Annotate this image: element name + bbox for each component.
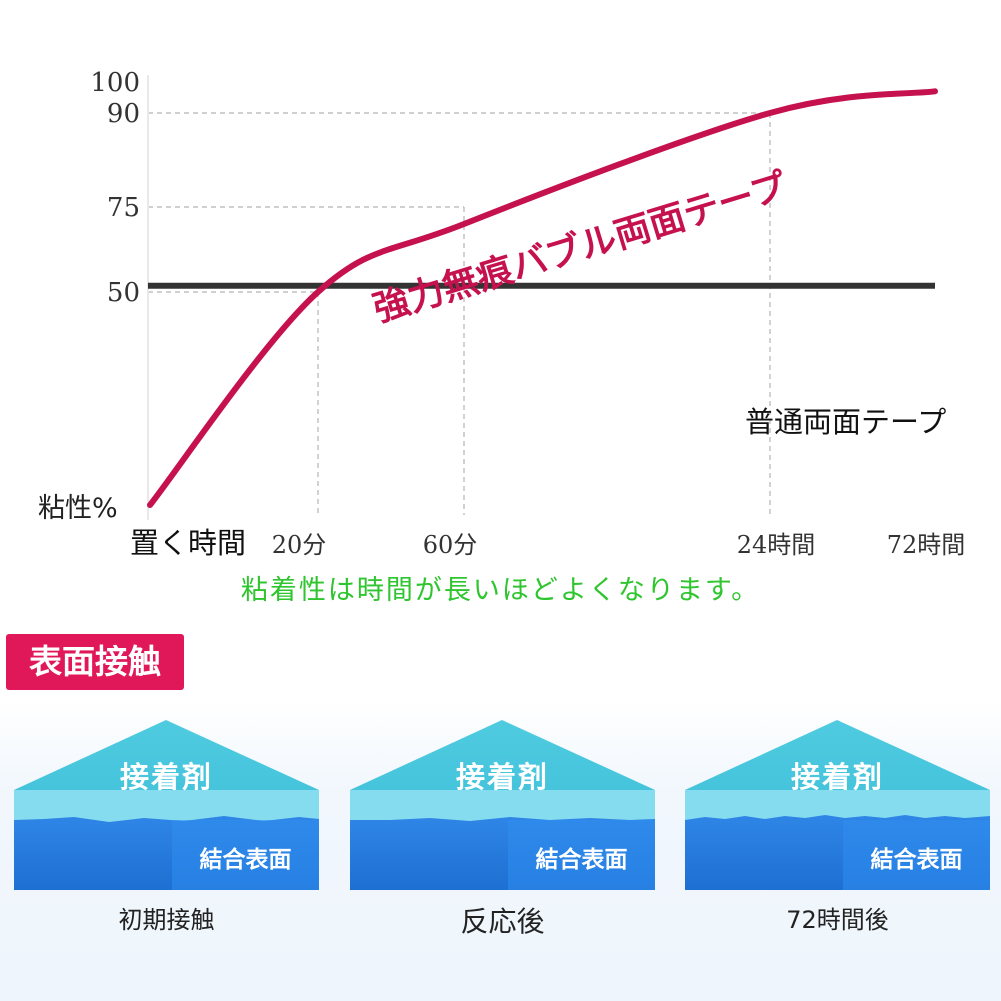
surface-label: 結合表面 xyxy=(870,847,963,873)
y-tick-label: 90 xyxy=(107,99,140,129)
adhesive-layer xyxy=(14,790,319,822)
block-shape xyxy=(14,720,319,890)
stage-caption: 反応後 xyxy=(460,905,545,938)
series-line-strong-tape xyxy=(147,88,938,508)
y-tick-label: 50 xyxy=(107,278,140,308)
surface-label: 結合表面 xyxy=(199,847,292,873)
contact-block: 接着剤結合表面 xyxy=(14,720,319,890)
contact-block: 接着剤結合表面 xyxy=(350,720,655,890)
series-label-normal-tape: 普通両面テープ xyxy=(745,405,946,439)
surface-side xyxy=(172,820,319,890)
y-tick-label: 100 xyxy=(90,68,140,98)
contact-block: 接着剤結合表面 xyxy=(685,720,990,890)
surface-side xyxy=(508,820,655,890)
adhesive-top xyxy=(14,720,319,790)
y-tick-label: 75 xyxy=(107,193,140,223)
x-tick-label: 20分 xyxy=(272,531,327,559)
series-label-strong-tape: 強力無痕バブル両面テープ xyxy=(368,165,791,331)
surface-label: 結合表面 xyxy=(535,847,628,873)
chart-grid xyxy=(148,112,771,515)
adhesive-label: 接着剤 xyxy=(455,760,549,794)
stage-caption: 72時間後 xyxy=(786,906,889,934)
y-axis-label: 粘性% xyxy=(38,493,118,524)
adhesive-layer xyxy=(350,790,655,822)
x-tick-label: 24時間 xyxy=(737,531,816,559)
chart-note: 粘着性は時間が長いほどよくなります。 xyxy=(240,575,761,606)
adhesive-label: 接着剤 xyxy=(790,760,884,794)
block-shape xyxy=(685,720,990,890)
x-tick-label: 72時間 xyxy=(887,531,966,559)
adhesive-top xyxy=(685,720,990,790)
x-axis-label: 置く時間 xyxy=(130,526,246,560)
chart-marks xyxy=(147,88,938,508)
adhesive-top xyxy=(350,720,655,790)
adhesive-label: 接着剤 xyxy=(119,760,213,794)
block-shape xyxy=(350,720,655,890)
stage-caption: 初期接触 xyxy=(118,906,215,934)
section-title: 表面接触 xyxy=(6,634,184,690)
x-tick-label: 60分 xyxy=(423,531,478,559)
surface-side xyxy=(843,820,990,890)
